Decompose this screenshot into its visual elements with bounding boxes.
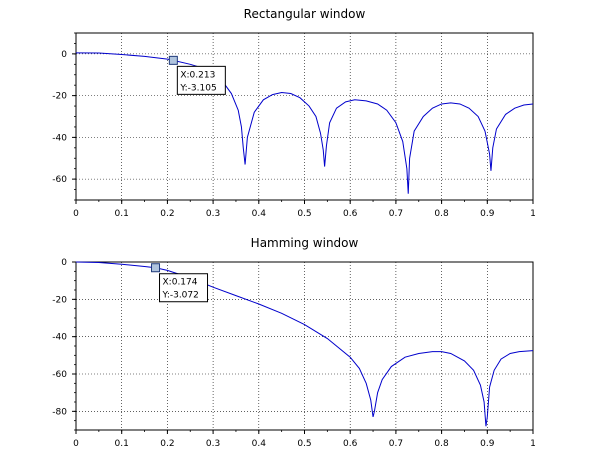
datatip-x-label: X:0.213 xyxy=(180,70,215,80)
plot-hamming-window: Hamming window 0 0.1 0.2 0.3 0.4 0.5 0.6 0.7 0.8 0… xyxy=(52,236,536,449)
y-tick-label: -80 xyxy=(52,407,67,417)
y-tick-label: -20 xyxy=(52,92,67,102)
datatip-x-label: X:0.174 xyxy=(163,278,198,288)
x-tick-label: 0.4 xyxy=(252,439,267,449)
x-tick-label: 0.9 xyxy=(480,439,495,449)
y-tick-label: -40 xyxy=(52,333,67,343)
x-tick-label: 0.3 xyxy=(206,439,220,449)
x-tick-label: 1 xyxy=(530,209,536,219)
datatip-y-label: Y:-3.105 xyxy=(179,83,216,93)
x-tick-label: 0.6 xyxy=(343,439,358,449)
datatip-box xyxy=(159,273,209,303)
x-tick-label: 0.1 xyxy=(115,209,129,219)
datatip-y-label: Y:-3.072 xyxy=(162,291,199,301)
x-tick-label: 0.2 xyxy=(160,209,174,219)
datatip-box xyxy=(176,65,226,95)
x-tick-label: 0.5 xyxy=(297,209,311,219)
x-tick-label: 0.8 xyxy=(434,209,449,219)
y-tick-label: 0 xyxy=(61,50,67,60)
plot-title: Rectangular window xyxy=(244,7,366,21)
datatip-marker[interactable] xyxy=(168,55,178,65)
y-tick-label: 0 xyxy=(61,258,67,268)
x-tick-label: 1 xyxy=(530,439,536,449)
y-tick-label: -40 xyxy=(52,133,67,143)
x-tick-label: 0.1 xyxy=(115,439,129,449)
datatip-marker[interactable] xyxy=(151,263,161,273)
x-tick-label: 0 xyxy=(73,439,79,449)
y-tick-label: -20 xyxy=(52,295,67,305)
y-tick-label: -60 xyxy=(52,370,67,380)
x-tick-label: 0.8 xyxy=(434,439,449,449)
x-tick-label: 0.7 xyxy=(389,439,403,449)
x-tick-label: 0.6 xyxy=(343,209,358,219)
plot-title: Hamming window xyxy=(251,236,359,250)
x-tick-label: 0.4 xyxy=(252,209,267,219)
x-tick-label: 0.7 xyxy=(389,209,403,219)
x-tick-label: 0.9 xyxy=(480,209,495,219)
x-tick-label: 0.2 xyxy=(160,439,174,449)
y-tick-label: -60 xyxy=(52,175,67,185)
x-tick-label: 0.5 xyxy=(297,439,311,449)
x-tick-label: 0.3 xyxy=(206,209,220,219)
x-tick-label: 0 xyxy=(73,209,79,219)
plot-rectangular-window: Rectangular window 0 0.1 0.2 0.3 0.4 0.5 0.6 0.7… xyxy=(52,7,536,219)
